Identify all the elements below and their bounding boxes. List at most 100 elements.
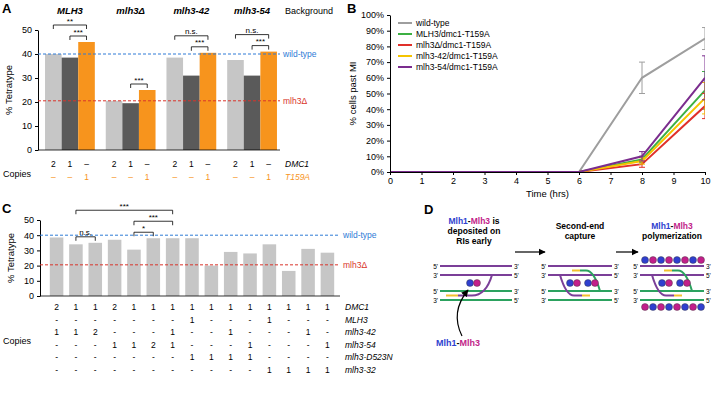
figure: AMLH3mlh3Δmlh3-42mlh3-54Background010203… [0,0,720,395]
copies-cell: - [268,352,271,362]
line-panel: B0%10%20%30%40%50%60%70%80%90%100%012345… [347,1,711,199]
bar [166,58,183,150]
copies-cell: - [152,365,155,375]
legend-label: mlh3-42/dmc1-T159A [416,51,498,61]
copies-cell: - [229,365,232,375]
dna-strand [446,295,458,297]
category-label: mlh3Δ [116,5,145,16]
strand-end-label: 3' [614,288,619,295]
step-title-part: deposited on [448,226,501,236]
dna-strand [548,299,612,301]
copies-cell: - [210,365,213,375]
copies-cell: - [55,315,58,325]
copies-cell: 2 [54,302,59,312]
protein [666,304,673,311]
y-tick-mark [387,94,390,95]
significance-bracket [175,36,208,40]
significance-bracket [76,210,173,214]
y-tick: 20% [366,136,390,146]
protein [650,304,657,311]
dna-strand [582,295,590,297]
x-tick-label: 6 [577,176,582,186]
copies-cell: - [55,365,58,375]
y-tick: 0 [29,291,40,301]
copies-cell: - [113,315,116,325]
x-axis: 012345678910 [388,172,711,186]
dna-strand [458,275,492,296]
x-tick: 8 [640,172,645,186]
y-axis-line [40,221,41,297]
bar [224,252,238,296]
bar [147,238,161,296]
y-tick: 40% [366,105,390,115]
x-tick-mark [422,172,423,175]
protein [574,280,581,287]
legend: wild-typeMLH3/dmc1-T159Amlh3Δ/dmc1-T159A… [398,18,498,72]
legend-label: MLH3/dmc1-T159A [416,29,490,39]
x-tick: 2 [451,172,456,186]
bar [282,271,296,296]
y-tick-mark [37,250,40,251]
copies-cell: 1 [189,159,194,169]
series-line [390,90,705,172]
copies-cell: – [68,172,73,182]
category-label: mlh3-54 [234,5,271,16]
x-tick-label: 2 [451,176,456,186]
y-tick: 30% [366,120,390,130]
strand-end-label: 5' [514,297,519,304]
strand-end-label: 5' [633,288,638,295]
copies-cell: 1 [306,327,311,337]
y-tick: 50 [22,25,38,35]
step-title: Mlh1-Mlh3 [651,221,693,231]
baseline [38,150,280,151]
copies-cell: 1 [132,340,137,350]
y-tick-mark [35,54,38,55]
copies-cell: 1 [228,302,233,312]
y-tick-label: 20 [22,97,32,107]
copies-cell: – [51,172,56,182]
x-tick: 1 [419,172,424,186]
copies-cell: 1 [306,365,311,375]
dna-strand [548,265,612,267]
significance-label: *** [74,28,83,37]
series-line [390,106,705,172]
copies-cell: – [250,172,255,182]
y-tick-mark [387,156,390,157]
dna-strand [640,274,704,276]
copies-cell: 1 [170,340,175,350]
bar [166,238,180,296]
bar [78,42,95,150]
protein [698,304,705,311]
copies-cell: 2 [93,327,98,337]
y-tick-label: 100% [361,10,384,20]
y-tick-mark [387,15,390,16]
protein [659,280,666,287]
copies-cell: - [229,315,232,325]
reference-label: mlh3Δ [283,96,307,106]
series-line [390,78,705,172]
copies-cell: 1 [84,172,89,182]
error-bar [639,152,645,161]
y-tick-mark [35,30,38,31]
legend-swatch [398,44,412,46]
y-axis: 0%10%20%30%40%50%60%70%80%90%100% [361,10,391,177]
step-title-part: Mlh1 [448,216,468,226]
protein [684,280,691,287]
step-title-part: is [490,216,500,226]
copies-cell: 1 [286,302,291,312]
copies-cell: - [113,365,116,375]
bar [200,53,217,150]
significance-label: *** [134,76,143,85]
legend-swatch [398,22,412,24]
copies-row-label: MLH3 [345,315,368,325]
y-tick: 30 [24,246,40,256]
bar [122,103,139,150]
y-tick: 10 [22,121,38,131]
y-tick-label: 40 [24,231,34,241]
y-axis: 01020304050 [22,25,39,155]
significance-label: *** [149,213,158,222]
x-tick: 3 [482,172,487,186]
strand-end-label: 3' [541,297,546,304]
pointer-arrow [457,290,468,336]
significance-label: ** [67,17,73,26]
